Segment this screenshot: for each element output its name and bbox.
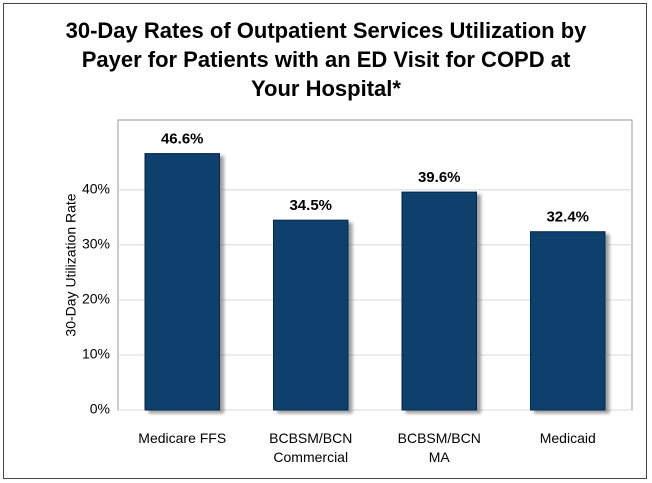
chart-title: 30-Day Rates of Outpatient Services Util…: [65, 18, 587, 101]
y-tick-label: 0%: [90, 401, 110, 417]
y-tick-label: 40%: [82, 181, 110, 197]
data-label: 32.4%: [546, 209, 589, 226]
chart-border: [3, 3, 647, 479]
y-tick-label: 10%: [82, 346, 110, 362]
bar: [401, 191, 478, 411]
y-tick-label: 20%: [82, 291, 110, 307]
x-tick-label: Medicare FFS: [138, 430, 226, 446]
bar: [529, 231, 606, 411]
y-axis-label: 30-Day Utilization Rate: [63, 193, 79, 336]
data-label: 39.6%: [418, 169, 461, 186]
y-tick-label: 30%: [82, 236, 110, 252]
data-label: 46.6%: [161, 131, 204, 148]
x-tick-label: BCBSM/BCN Commercial: [269, 430, 352, 465]
bar: [272, 219, 349, 411]
bar: [144, 153, 221, 411]
x-tick-label: Medicaid: [540, 430, 596, 446]
data-label: 34.5%: [289, 197, 332, 214]
x-tick-label: BCBSM/BCN MA: [398, 430, 481, 465]
